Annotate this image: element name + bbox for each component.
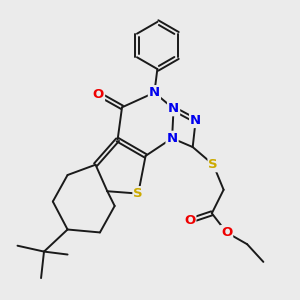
Text: O: O — [184, 214, 195, 227]
Text: N: N — [167, 132, 178, 145]
Text: N: N — [190, 114, 201, 127]
Text: N: N — [168, 102, 179, 115]
Text: S: S — [134, 187, 143, 200]
Text: O: O — [221, 226, 232, 239]
Text: S: S — [208, 158, 218, 171]
Text: O: O — [93, 88, 104, 100]
Text: N: N — [149, 86, 160, 99]
